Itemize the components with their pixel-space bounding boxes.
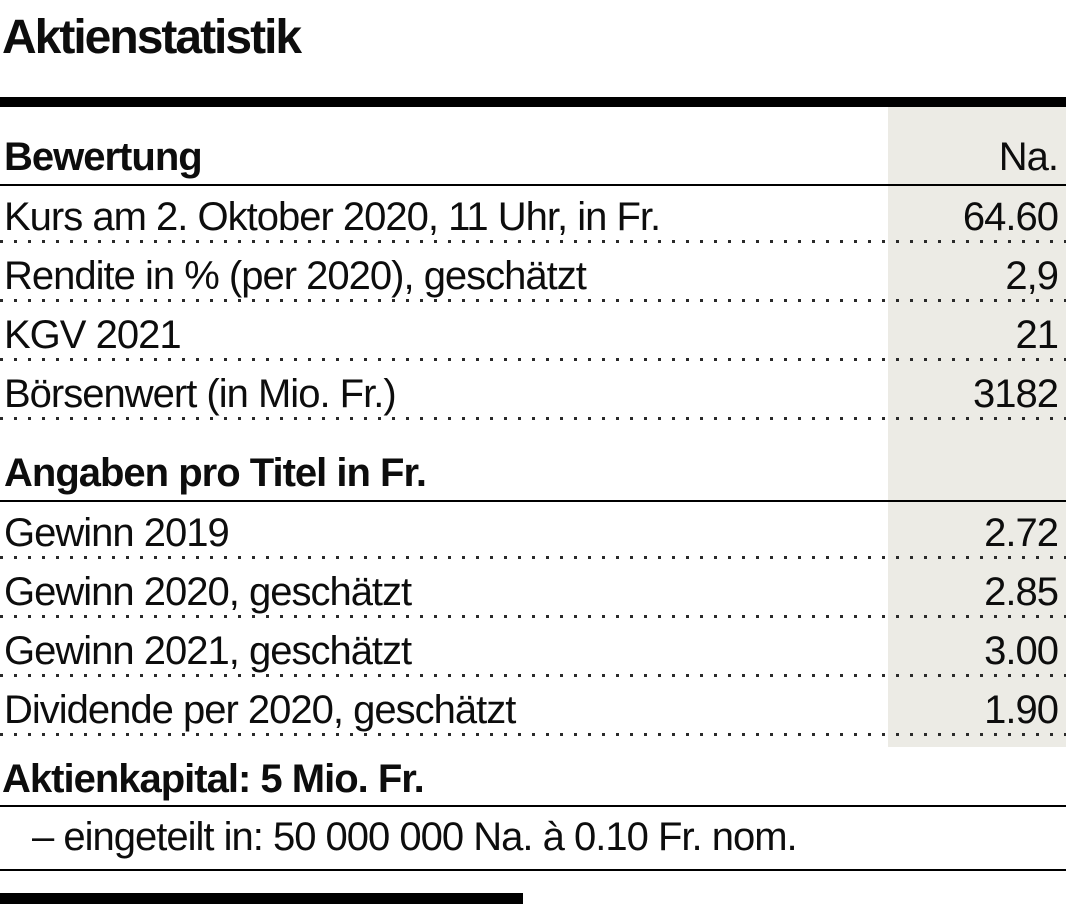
row-value: 64.60 — [962, 195, 1059, 239]
row-label: Gewinn 2021, geschätzt — [4, 629, 412, 673]
row-label: Börsenwert (in Mio. Fr.) — [4, 372, 397, 416]
section-heading-bewertung: Bewertung — [4, 135, 203, 179]
table-row: Gewinn 2019 2.72 — [0, 502, 1066, 561]
row-value: 2.85 — [984, 570, 1059, 614]
table-row: Börsenwert (in Mio. Fr.) 3182 — [0, 363, 1066, 422]
row-label: Gewinn 2020, geschätzt — [4, 570, 412, 614]
table-row: KGV 2021 21 — [0, 304, 1066, 363]
table-header-row: Bewertung Na. — [0, 107, 1066, 186]
row-label: Rendite in % (per 2020), geschätzt — [4, 254, 587, 298]
row-label: Gewinn 2019 — [4, 511, 230, 555]
title-block: Aktienstatistik — [0, 0, 1066, 97]
section-heading-row: Angaben pro Titel in Fr. — [0, 422, 1066, 502]
bottom-thick-rule — [0, 893, 523, 904]
highlight-column — [888, 107, 1066, 747]
row-value: 3.00 — [984, 629, 1059, 673]
table-row: Gewinn 2020, geschätzt 2.85 — [0, 561, 1066, 620]
table-row: Dividende per 2020, geschätzt 1.90 — [0, 679, 1066, 738]
section-heading-angaben: Angaben pro Titel in Fr. — [4, 451, 427, 495]
bottom-spacer — [0, 871, 1066, 893]
table-row: Kurs am 2. Oktober 2020, 11 Uhr, in Fr. … — [0, 186, 1066, 245]
row-value: 2,9 — [1005, 254, 1059, 298]
table-row: Rendite in % (per 2020), geschätzt 2,9 — [0, 245, 1066, 304]
page-title: Aktienstatistik — [2, 11, 302, 64]
footer-heading: Aktienkapital: 5 Mio. Fr. — [2, 757, 425, 801]
row-value: 21 — [1015, 313, 1059, 357]
row-value: 2.72 — [984, 511, 1059, 555]
top-thick-rule — [0, 97, 1066, 107]
statistics-table: Bewertung Na. Kurs am 2. Oktober 2020, 1… — [0, 107, 1066, 747]
table-bottom-spacer — [0, 738, 1066, 747]
footer-heading-row: Aktienkapital: 5 Mio. Fr. — [0, 747, 1066, 807]
row-label: KGV 2021 — [4, 313, 182, 357]
footer-detail-row: – eingeteilt in: 50 000 000 Na. à 0.10 F… — [0, 807, 1066, 871]
row-value: 3182 — [973, 372, 1059, 416]
row-label: Dividende per 2020, geschätzt — [4, 688, 516, 732]
column-header-na: Na. — [998, 135, 1059, 179]
row-value: 1.90 — [984, 688, 1059, 732]
row-label: Kurs am 2. Oktober 2020, 11 Uhr, in Fr. — [4, 195, 661, 239]
table-row: Gewinn 2021, geschätzt 3.00 — [0, 620, 1066, 679]
footer-detail: – eingeteilt in: 50 000 000 Na. à 0.10 F… — [32, 815, 798, 859]
